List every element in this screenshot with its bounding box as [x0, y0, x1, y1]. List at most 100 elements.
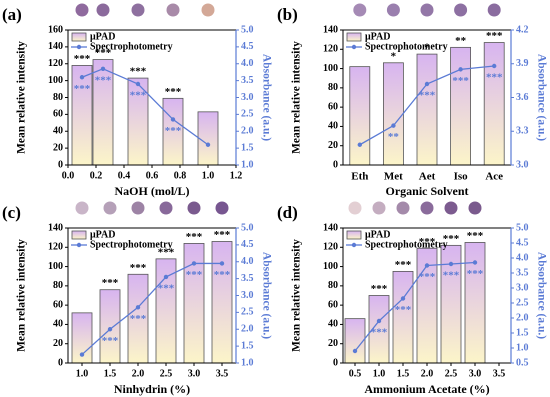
- line-annotation: ***: [486, 72, 503, 84]
- bar: [197, 111, 219, 166]
- bar: [483, 42, 505, 166]
- line-annotation: **: [388, 131, 400, 143]
- color-swatch: [348, 201, 362, 215]
- y-axis-label: Mean relative intensity: [291, 41, 303, 154]
- y-tick-label: 120: [323, 242, 338, 253]
- y-tick-label: 40: [53, 126, 63, 137]
- y2-tick-label: 2.0: [241, 324, 254, 335]
- x-tick-label: 0.2: [90, 170, 103, 181]
- x-tick-label: 3.5: [493, 368, 506, 379]
- panel-label: (d): [277, 203, 298, 222]
- bar: [71, 65, 93, 166]
- x-tick-label: 3.0: [469, 368, 482, 379]
- line-annotation: ***: [467, 268, 484, 280]
- line-point: [400, 296, 406, 301]
- bar: [416, 53, 438, 166]
- y2-tick-label: 4.0: [241, 58, 254, 69]
- y2-tick-label: 1.0: [241, 159, 254, 170]
- line-point: [472, 260, 478, 265]
- x-tick-label: Aet: [419, 171, 436, 183]
- y2-tick-label: 2.0: [516, 312, 529, 323]
- y2-tick-label: 4.5: [516, 237, 529, 248]
- y-tick-label: 120: [48, 242, 63, 253]
- y-tick-label: 140: [48, 41, 63, 52]
- y-tick-label: 0: [58, 159, 63, 170]
- bar-annotation: ***: [74, 53, 91, 65]
- y2-tick-label: 4.0: [516, 252, 529, 263]
- line-annotation: ***: [395, 304, 412, 316]
- line: [354, 261, 476, 352]
- color-swatch: [420, 3, 434, 17]
- line-annotation: ***: [130, 90, 147, 102]
- line-point: [424, 81, 430, 87]
- bar-annotation: ***: [102, 277, 119, 289]
- color-swatch: [103, 201, 117, 215]
- y2-axis-label: Absorbance (a.u.): [260, 252, 272, 339]
- bar-annotation: ***: [186, 231, 203, 243]
- bar-annotation: ***: [158, 246, 175, 258]
- y-tick-label: 80: [53, 92, 63, 103]
- line-annotation: ***: [443, 270, 460, 282]
- y-tick-label: 60: [53, 109, 63, 120]
- y2-tick-label: 1.5: [241, 340, 254, 351]
- line-annotation: ***: [214, 269, 231, 281]
- x-tick-label: 2.5: [160, 368, 173, 379]
- line-point: [219, 261, 225, 266]
- line-point: [458, 67, 463, 72]
- bar-annotation: ***: [486, 30, 503, 42]
- legend-marker: [76, 242, 82, 248]
- line-point: [135, 81, 141, 87]
- y2-tick-label: 5.0: [241, 222, 254, 233]
- line-annotation: ***: [102, 335, 119, 347]
- panel-label: (a): [2, 5, 22, 24]
- y2-tick-label: 3.0: [241, 92, 254, 103]
- color-swatch: [444, 201, 458, 215]
- color-swatch: [96, 3, 110, 17]
- y2-tick-label: 4.5: [241, 41, 254, 52]
- legend-label: μPAD: [90, 31, 115, 42]
- legend-label: μPAD: [365, 31, 390, 42]
- x-tick-label: Met: [384, 171, 403, 183]
- y-tick-label: 120: [323, 44, 338, 55]
- x-axis-label: Ninhydrin (%): [114, 382, 190, 396]
- color-swatch: [75, 201, 89, 215]
- line-point: [191, 261, 197, 266]
- line-annotation: ***: [371, 327, 388, 339]
- line-point: [135, 305, 141, 310]
- x-tick-label: 2.0: [132, 368, 145, 379]
- x-tick-label: 0.6: [146, 170, 159, 181]
- y-tick-label: 20: [53, 338, 63, 349]
- y-tick-label: 20: [328, 338, 338, 349]
- legend-swatch: [71, 230, 87, 240]
- x-tick-label: 1.2: [230, 170, 243, 181]
- y2-tick-label: 5.0: [516, 222, 529, 233]
- x-tick-label: 0.4: [118, 170, 131, 181]
- line-point: [391, 123, 396, 128]
- x-axis-label: Ammonium Acetate (%): [364, 382, 489, 396]
- y-tick-label: 20: [328, 140, 338, 151]
- bar: [450, 46, 472, 166]
- bar: [349, 66, 371, 166]
- color-swatch: [159, 201, 173, 215]
- y-tick-label: 0: [333, 159, 338, 170]
- color-swatch: [215, 201, 229, 215]
- legend-label: Spectrophotometry: [365, 41, 448, 52]
- y2-tick-label: 3.5: [241, 75, 254, 86]
- y2-tick-label: 2.0: [241, 126, 254, 137]
- color-swatch: [131, 201, 145, 215]
- line-annotation: ***: [95, 74, 112, 86]
- legend-label: μPAD: [365, 229, 390, 240]
- x-tick-label: 2.5: [445, 368, 458, 379]
- legend-marker: [351, 44, 357, 50]
- y-tick-label: 60: [328, 101, 338, 112]
- y2-axis-label: Absorbance (a.u.): [260, 54, 272, 141]
- y-tick-label: 80: [328, 82, 338, 93]
- x-tick-label: 1.5: [397, 368, 410, 379]
- y-tick-label: 40: [328, 319, 338, 330]
- y2-axis-label: Absorbance (a.u.): [535, 54, 547, 141]
- y2-tick-label: 4.2: [516, 24, 529, 35]
- panel-label: (b): [277, 5, 298, 24]
- line-point: [100, 66, 106, 72]
- bar-annotation: ***: [130, 66, 147, 78]
